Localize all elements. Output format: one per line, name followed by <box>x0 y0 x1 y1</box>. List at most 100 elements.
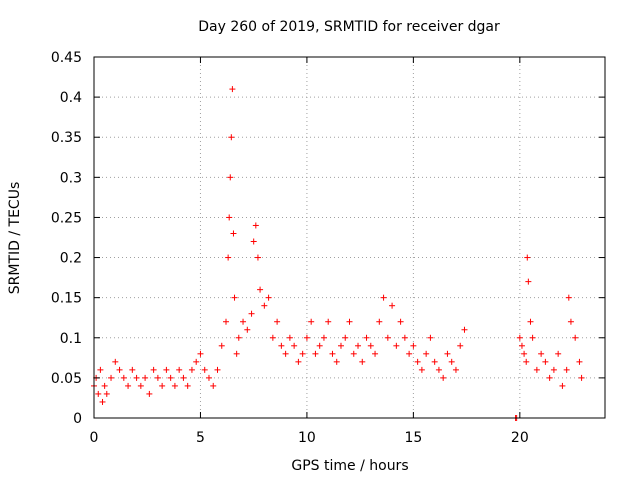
data-point <box>567 318 574 325</box>
data-point <box>546 374 553 381</box>
data-point <box>150 366 157 373</box>
x-tick-label: 0 <box>90 430 99 446</box>
data-point <box>197 350 204 357</box>
data-point <box>393 342 400 349</box>
data-point <box>452 366 459 373</box>
data-point <box>180 374 187 381</box>
data-point <box>355 342 362 349</box>
data-point <box>205 374 212 381</box>
data-point <box>97 366 104 373</box>
data-point <box>291 342 298 349</box>
data-point <box>565 294 572 301</box>
data-point <box>524 254 531 261</box>
data-point <box>108 374 115 381</box>
data-point <box>397 318 404 325</box>
x-tick-label: 10 <box>298 430 316 446</box>
data-point <box>101 382 108 389</box>
data-point <box>278 342 285 349</box>
data-point <box>555 350 562 357</box>
data-point <box>337 342 344 349</box>
data-point <box>320 334 327 341</box>
data-point <box>448 358 455 365</box>
data-point <box>440 374 447 381</box>
data-point <box>226 214 233 221</box>
data-point <box>163 366 170 373</box>
grid <box>94 57 605 418</box>
x-axis-label: GPS time / hours <box>291 458 408 474</box>
data-point <box>214 366 221 373</box>
axis-ticks: 0 0.05 0.1 0.15 0.2 0.25 0.3 0.35 0.4 0.45 0 5 10 15 2… <box>51 50 605 446</box>
data-point <box>228 134 235 141</box>
data-point <box>346 318 353 325</box>
data-point <box>308 318 315 325</box>
data-point <box>193 358 200 365</box>
data-point <box>359 358 366 365</box>
data-point <box>137 382 144 389</box>
data-point <box>350 350 357 357</box>
data-point <box>116 366 123 373</box>
data-point <box>146 390 153 397</box>
data-point <box>295 358 302 365</box>
data-point <box>265 294 272 301</box>
data-point <box>188 366 195 373</box>
data-point <box>120 374 127 381</box>
data-point <box>525 278 532 285</box>
data-point <box>523 358 530 365</box>
data-point <box>261 302 268 309</box>
y-tick-label: 0.15 <box>51 291 82 307</box>
data-point <box>257 286 264 293</box>
data-point <box>125 382 132 389</box>
data-point <box>538 350 545 357</box>
data-point <box>325 318 332 325</box>
data-point <box>154 374 161 381</box>
data-point <box>542 358 549 365</box>
data-point <box>201 366 208 373</box>
plot-frame <box>93 56 606 419</box>
data-point <box>254 254 261 261</box>
data-point <box>329 350 336 357</box>
data-point <box>274 318 281 325</box>
data-point <box>423 350 430 357</box>
data-point <box>401 334 408 341</box>
data-point <box>99 398 106 405</box>
data-point <box>406 350 413 357</box>
data-point <box>342 334 349 341</box>
data-point <box>227 174 234 181</box>
data-point <box>457 342 464 349</box>
data-point <box>414 358 421 365</box>
data-point <box>316 342 323 349</box>
y-axis-label: SRMTID / TECUs <box>7 182 23 295</box>
data-point <box>225 254 232 261</box>
data-point <box>376 318 383 325</box>
y-tick-label: 0.2 <box>60 251 82 267</box>
data-point <box>230 230 237 237</box>
data-point <box>299 350 306 357</box>
data-point <box>384 334 391 341</box>
data-point <box>244 326 251 333</box>
data-point <box>431 358 438 365</box>
chart-title: Day 260 of 2019, SRMTID for receiver dga… <box>198 19 500 35</box>
data-point <box>240 318 247 325</box>
x-tick-label: 20 <box>511 430 529 446</box>
data-point <box>333 358 340 365</box>
data-point <box>218 342 225 349</box>
data-point <box>142 374 149 381</box>
y-tick-label: 0.3 <box>60 170 82 186</box>
data-point <box>572 334 579 341</box>
data-point <box>367 342 374 349</box>
y-tick-label: 0.4 <box>60 90 82 106</box>
data-point <box>444 350 451 357</box>
data-point <box>184 382 191 389</box>
x-tick-label: 15 <box>404 430 422 446</box>
data-point <box>250 238 257 245</box>
data-point <box>233 350 240 357</box>
data-point <box>235 334 242 341</box>
y-tick-label: 0.35 <box>51 130 82 146</box>
data-point <box>129 366 136 373</box>
data-point <box>576 358 583 365</box>
data-point <box>103 390 110 397</box>
y-tick-label: 0.45 <box>51 50 82 66</box>
data-point <box>527 318 534 325</box>
data-point <box>559 382 566 389</box>
